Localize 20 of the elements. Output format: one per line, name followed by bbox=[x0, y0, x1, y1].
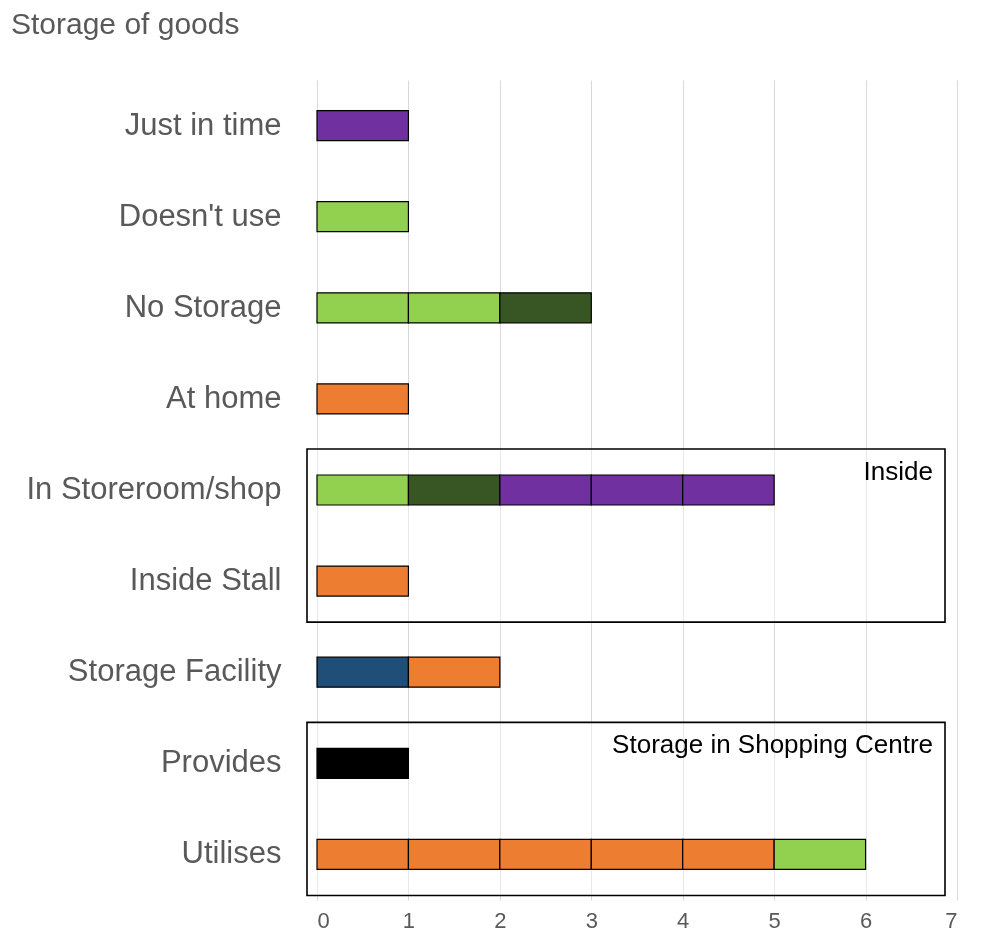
chart-title: Storage of goods bbox=[10, 7, 240, 40]
x-tick-label: 7 bbox=[945, 907, 958, 933]
x-tick-label: 2 bbox=[494, 907, 507, 933]
y-tick-label: Utilises bbox=[181, 835, 282, 871]
x-tick-label: 0 bbox=[317, 907, 330, 933]
y-tick-label: Just in time bbox=[124, 106, 282, 142]
x-tick-label: 4 bbox=[677, 907, 690, 933]
x-tick-label: 3 bbox=[585, 907, 598, 933]
y-tick-label: Storage Facility bbox=[67, 653, 282, 689]
y-tick-label: Provides bbox=[160, 744, 282, 780]
x-tick-label: 6 bbox=[859, 907, 873, 933]
y-tick-label: At home bbox=[166, 379, 282, 415]
band-label: Inside bbox=[863, 456, 933, 486]
x-tick-label: 5 bbox=[768, 907, 781, 933]
y-tick-label: No Storage bbox=[124, 288, 282, 324]
y-tick-label: Doesn't use bbox=[118, 197, 282, 233]
y-tick-label: Inside Stall bbox=[129, 562, 282, 598]
band-label: Storage in Shopping Centre bbox=[612, 729, 933, 760]
x-tick-label: 1 bbox=[402, 907, 416, 933]
y-tick-label: In Storeroom/shop bbox=[26, 471, 282, 506]
